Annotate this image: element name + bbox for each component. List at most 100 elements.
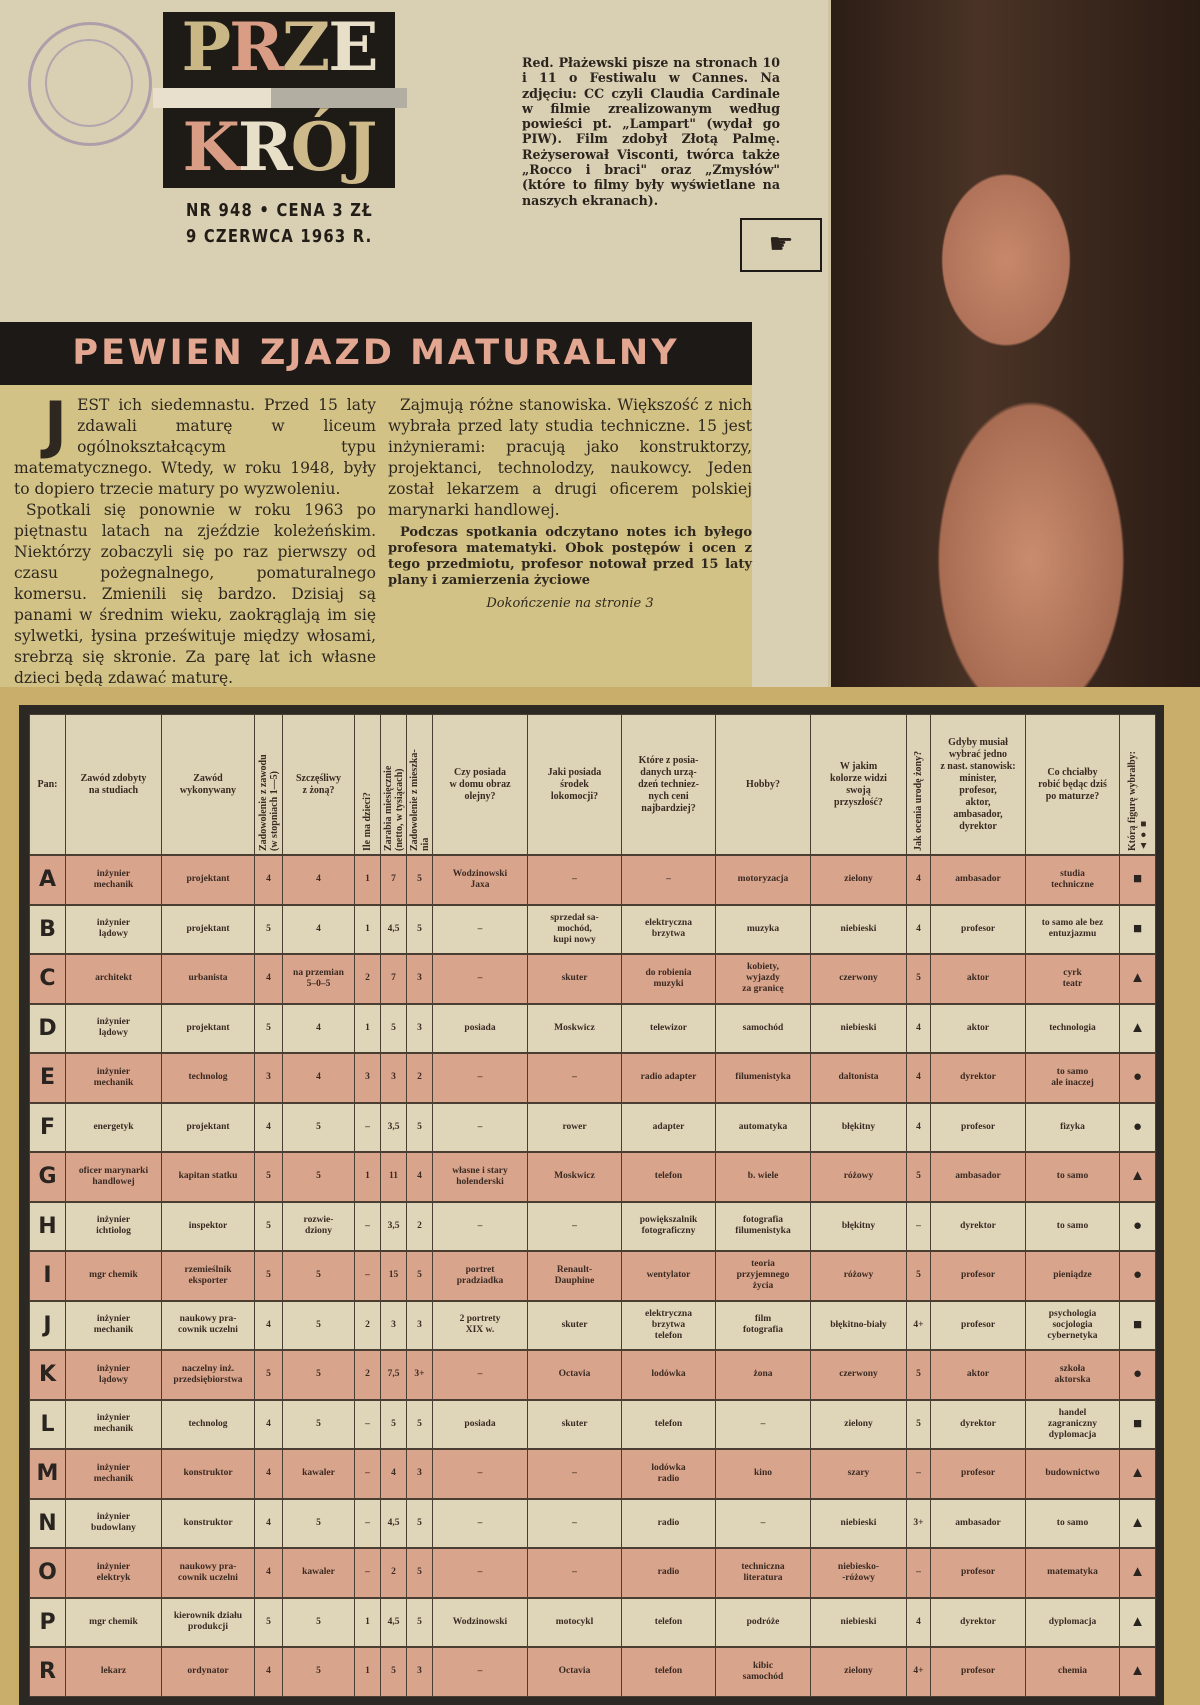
circle-icon: ● [1119, 1200, 1156, 1252]
column-header: Co chciałby robić będąc dziś po maturze? [1025, 714, 1120, 856]
table-cell: 5 [254, 1349, 283, 1400]
table-cell: dyrektor [930, 1398, 1026, 1450]
table-cell: ordynator [161, 1646, 255, 1697]
row-letter: G [29, 1151, 66, 1202]
table-cell: inżynier elektryk [65, 1547, 162, 1598]
table-cell: aktor [930, 1349, 1026, 1400]
table-cell: ambasador [930, 854, 1026, 905]
square-icon: ■ [1119, 903, 1156, 955]
table-cell: inżynier mechanik [65, 854, 162, 905]
table-cell: 4 [906, 1101, 931, 1153]
row-letter: N [29, 1497, 66, 1549]
paragraph-4: Podczas spotkania odczytano notes ich by… [388, 525, 752, 588]
table-cell: konstruktor [161, 1448, 255, 1499]
table-cell: rower [527, 1101, 622, 1153]
table-cell: kino [715, 1448, 811, 1499]
table-cell: 4 [282, 854, 355, 905]
table-cell: – [906, 1200, 931, 1252]
table-cell: technologia [1025, 1002, 1120, 1054]
table-cell: 4 [254, 1646, 283, 1697]
table-cell: 5 [254, 1002, 283, 1054]
photo-caption: Red. Płażewski pisze na stronach 10 i 11… [522, 55, 780, 208]
table-cell: to samo ale bez entuzjazmu [1025, 903, 1120, 955]
table-cell: energetyk [65, 1101, 162, 1153]
table-cell: 7 [380, 953, 407, 1004]
table-cell: kibic samochód [715, 1646, 811, 1697]
table-cell: konstruktor [161, 1497, 255, 1549]
table-cell: radio adapter [621, 1052, 716, 1103]
drop-cap: J [44, 388, 68, 461]
table-cell: 5 [906, 1349, 931, 1400]
table-cell: na przemian 5–0–5 [282, 953, 355, 1004]
table-cell: 4 [282, 1002, 355, 1054]
table-cell: – [527, 1200, 622, 1252]
table-cell: studia techniczne [1025, 854, 1120, 905]
table-cell: matematyka [1025, 1547, 1120, 1598]
logo-bar-gray [271, 88, 407, 108]
table-cell: – [527, 1497, 622, 1549]
table-cell: – [432, 1646, 528, 1697]
table-cell: aktor [930, 1002, 1026, 1054]
pointing-hand-icon: ☛ [740, 218, 822, 272]
column-header: Ile ma dzieci? [354, 714, 381, 856]
table-cell: posiada [432, 1398, 528, 1450]
table-cell: kobiety, wyjazdy za granicę [715, 953, 811, 1004]
logo-line-1: PRZE [181, 8, 379, 86]
table-cell: elektryczna brzytwa telefon [621, 1299, 716, 1351]
table-cell: błękitny [810, 1101, 907, 1153]
column-header: Gdyby musiał wybrać jedno z nast. stanow… [930, 714, 1026, 856]
table-cell: profesor [930, 1547, 1026, 1598]
table-cell: skuter [527, 1299, 622, 1351]
column-header: W jakim kolorze widzi swoją przyszłość? [810, 714, 907, 856]
table-cell: 3,5 [380, 1200, 407, 1252]
table-cell: projektant [161, 1101, 255, 1153]
column-header: Czy posiada w domu obraz olejny? [432, 714, 528, 856]
column-header-label: Zadowolenie z mieszka- nia [408, 748, 431, 851]
column-header: Zawód zdobyty na studiach [65, 714, 162, 856]
table-cell: – [354, 1250, 381, 1301]
table-cell: 4 [254, 1299, 283, 1351]
table-cell: 5 [254, 1596, 283, 1648]
table-cell: 5 [406, 1596, 433, 1648]
table-cell: 4 [380, 1448, 407, 1499]
row-letter: B [29, 903, 66, 955]
table-cell: 5 [906, 1151, 931, 1202]
table-cell: 7 [380, 854, 407, 905]
table-cell: 2 [354, 1349, 381, 1400]
table-cell: 5 [406, 854, 433, 905]
column-header-label: Ile ma dzieci? [362, 791, 373, 851]
table-cell: powiększalnik fotograficzny [621, 1200, 716, 1252]
table-cell: to samo [1025, 1497, 1120, 1549]
table-cell: czerwony [810, 953, 907, 1004]
table-cell: 4,5 [380, 1497, 407, 1549]
table-cell: – [906, 1448, 931, 1499]
table-cell: filumenistyka [715, 1052, 811, 1103]
table-cell: 1 [354, 1151, 381, 1202]
table-cell: zielony [810, 1646, 907, 1697]
table-cell: automatyka [715, 1101, 811, 1153]
table-cell: – [354, 1398, 381, 1450]
table-cell: 5 [282, 1398, 355, 1450]
table-cell: 2 [354, 953, 381, 1004]
article-body: J EST ich siedemnastu. Przed 15 laty zdaw… [0, 385, 752, 687]
table-cell: to samo ale inaczej [1025, 1052, 1120, 1103]
triangle-icon: ▲ [1119, 1596, 1156, 1648]
table-cell: inżynier mechanik [65, 1398, 162, 1450]
table-cell: niebieski [810, 903, 907, 955]
table-cell: – [715, 1497, 811, 1549]
table-cell: 4 [282, 1052, 355, 1103]
table-cell: profesor [930, 1299, 1026, 1351]
table-cell: – [432, 1101, 528, 1153]
table-cell: psychologia socjologia cybernetyka [1025, 1299, 1120, 1351]
table-cell: profesor [930, 1101, 1026, 1153]
table-cell: 4 [906, 1596, 931, 1648]
column-header-label: Którą figurę wybrałby: ▲●■ [1126, 750, 1149, 851]
table-cell: inżynier lądowy [65, 1349, 162, 1400]
paragraph-3: Zajmują różne stanowiska. Większość z ni… [388, 396, 752, 519]
table-cell: inżynier mechanik [65, 1052, 162, 1103]
row-letter: K [29, 1349, 66, 1400]
table-cell: oficer marynarki handlowej [65, 1151, 162, 1202]
